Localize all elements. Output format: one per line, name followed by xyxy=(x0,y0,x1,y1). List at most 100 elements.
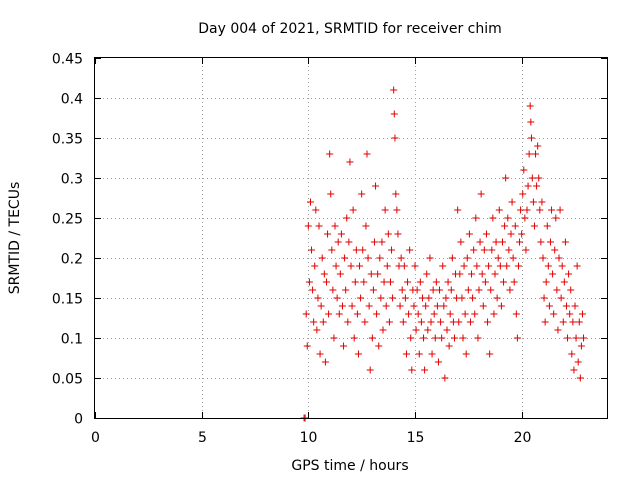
data-point xyxy=(518,230,526,238)
y-tick-label: 0.1 xyxy=(61,332,83,348)
data-point xyxy=(458,294,466,302)
data-point xyxy=(568,350,576,358)
data-point xyxy=(436,286,444,294)
data-point xyxy=(374,270,382,278)
data-point xyxy=(334,238,342,246)
data-point xyxy=(578,310,586,318)
data-point xyxy=(416,278,424,286)
data-point xyxy=(392,190,400,198)
y-tick-label: 0.45 xyxy=(52,52,83,68)
y-tick-label: 0.05 xyxy=(52,372,83,388)
data-point xyxy=(537,238,545,246)
data-point xyxy=(477,190,485,198)
data-point xyxy=(574,358,582,366)
data-point xyxy=(383,262,391,270)
data-point xyxy=(527,134,535,142)
data-point xyxy=(406,246,414,254)
data-point xyxy=(311,262,319,270)
data-point xyxy=(401,294,409,302)
data-point xyxy=(566,310,574,318)
data-point xyxy=(379,326,387,334)
data-point xyxy=(466,318,474,326)
data-point xyxy=(508,198,516,206)
data-point xyxy=(503,262,511,270)
data-point xyxy=(553,286,561,294)
data-point xyxy=(540,294,548,302)
data-point xyxy=(445,342,453,350)
data-point xyxy=(480,246,488,254)
data-point xyxy=(543,222,551,230)
data-point xyxy=(446,310,454,318)
data-point xyxy=(423,270,431,278)
data-point xyxy=(443,326,451,334)
data-point xyxy=(528,174,536,182)
data-point xyxy=(470,246,478,254)
data-point xyxy=(399,318,407,326)
data-point xyxy=(511,222,519,230)
data-point xyxy=(396,302,404,310)
data-point xyxy=(491,270,499,278)
data-point xyxy=(442,294,450,302)
data-point xyxy=(390,110,398,118)
data-point xyxy=(444,278,452,286)
data-point xyxy=(344,318,352,326)
data-point xyxy=(557,294,565,302)
data-point xyxy=(427,318,435,326)
data-point xyxy=(536,206,544,214)
data-point xyxy=(475,286,483,294)
data-point xyxy=(457,238,465,246)
data-point xyxy=(318,254,326,262)
data-point xyxy=(393,206,401,214)
data-point xyxy=(561,238,569,246)
data-point xyxy=(493,294,501,302)
data-point xyxy=(302,310,310,318)
data-point xyxy=(317,302,325,310)
data-point xyxy=(328,246,336,254)
data-point xyxy=(430,310,438,318)
data-point xyxy=(551,246,559,254)
data-point xyxy=(312,206,320,214)
data-point xyxy=(545,302,553,310)
data-point xyxy=(363,150,371,158)
data-point xyxy=(534,142,542,150)
data-point xyxy=(378,238,386,246)
data-point xyxy=(520,166,528,174)
data-point xyxy=(550,310,558,318)
data-point xyxy=(529,198,537,206)
data-point xyxy=(548,206,556,214)
data-point xyxy=(316,350,324,358)
data-point xyxy=(538,198,546,206)
data-point xyxy=(492,238,500,246)
data-point xyxy=(418,294,426,302)
data-point xyxy=(327,190,335,198)
data-point xyxy=(428,350,436,358)
data-point xyxy=(525,150,533,158)
data-point xyxy=(434,358,442,366)
data-point xyxy=(326,150,334,158)
data-point xyxy=(567,286,575,294)
y-tick-label: 0.2 xyxy=(61,252,83,268)
data-point xyxy=(336,270,344,278)
data-point xyxy=(542,278,550,286)
data-point xyxy=(450,334,458,342)
data-point xyxy=(476,238,484,246)
data-point xyxy=(519,190,527,198)
data-point xyxy=(357,294,365,302)
data-point xyxy=(408,366,416,374)
data-point xyxy=(496,262,504,270)
data-point xyxy=(489,214,497,222)
data-point xyxy=(501,222,509,230)
data-point xyxy=(494,254,502,262)
data-point xyxy=(322,278,330,286)
data-point xyxy=(340,342,348,350)
data-point xyxy=(502,174,510,182)
data-point xyxy=(580,334,588,342)
data-point xyxy=(438,334,446,342)
data-point xyxy=(364,254,372,262)
data-point xyxy=(421,366,429,374)
data-point xyxy=(571,302,579,310)
data-point xyxy=(377,294,385,302)
data-point xyxy=(338,302,346,310)
data-point xyxy=(465,230,473,238)
data-point xyxy=(569,318,577,326)
